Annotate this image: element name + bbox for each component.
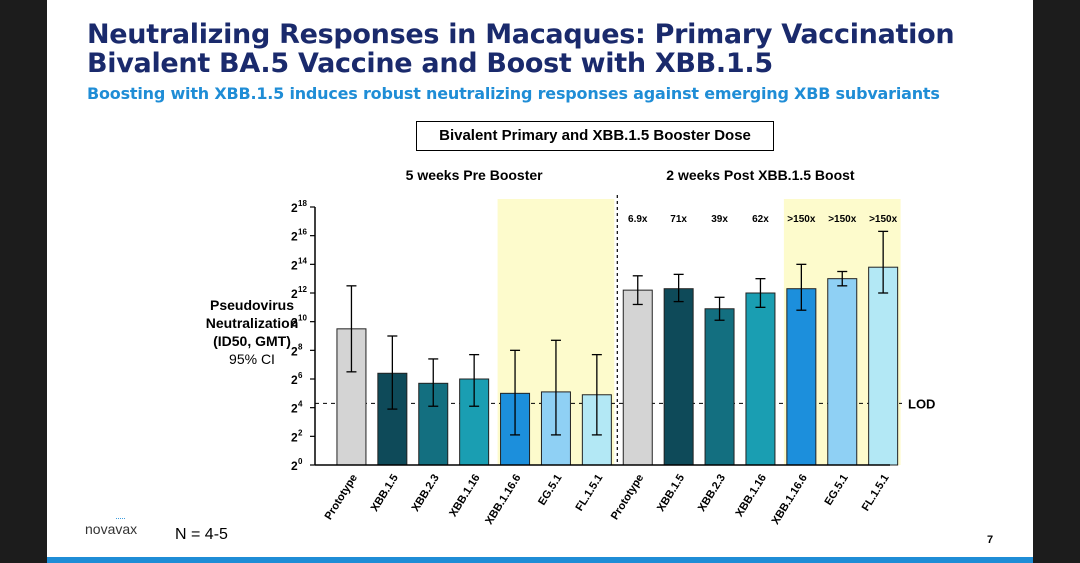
y-tick-exponent: 10: [298, 314, 307, 323]
bar: [663, 288, 694, 466]
y-tick-label: 2: [291, 402, 298, 416]
x-tick-label: XBB.1.5: [655, 472, 687, 514]
x-tick-label: XBB.2.3: [696, 472, 728, 514]
bottom-accent-bar: [47, 557, 1033, 563]
fold-change-label: 6.9x: [628, 214, 648, 225]
fold-change-label: 62x: [752, 214, 769, 225]
x-tick-label: FL.1.5.1: [860, 472, 892, 513]
bar: [622, 289, 653, 466]
bar: [786, 288, 817, 466]
x-tick-label: XBB.1.5: [369, 472, 401, 514]
x-tick-label: Prototype: [323, 472, 360, 522]
lod-label: LOD: [908, 396, 935, 411]
x-tick-label: XBB.1.16.6: [770, 472, 810, 527]
fold-change-label: 39x: [711, 214, 728, 225]
y-tick-exponent: 16: [298, 228, 307, 237]
group-label: 5 weeks Pre Booster: [406, 167, 544, 183]
y-tick-exponent: 2: [298, 428, 303, 437]
fold-change-label: 71x: [670, 214, 687, 225]
fold-change-label: >150x: [869, 214, 898, 225]
fold-change-label: >150x: [828, 214, 857, 225]
y-tick-exponent: 18: [298, 199, 307, 208]
y-tick-label: 2: [291, 258, 298, 272]
x-tick-label: Prototype: [609, 472, 646, 522]
regimen-box-label: Bivalent Primary and XBB.1.5 Booster Dos…: [416, 121, 774, 151]
x-tick-label: XBB.1.16.6: [483, 472, 523, 527]
y-tick-label: 2: [291, 316, 298, 330]
y-label-line-1: Pseudovirus: [209, 297, 295, 313]
y-tick-label: 2: [291, 230, 298, 244]
x-tick-label: XBB.2.3: [410, 472, 442, 514]
bar: [868, 266, 899, 466]
x-tick-label: FL.1.5.1: [574, 472, 606, 513]
y-tick-label: 2: [291, 201, 298, 215]
title-line-1: Neutralizing Responses in Macaques: Prim…: [87, 19, 955, 50]
y-label-line-2: Neutralization: [205, 315, 299, 331]
y-tick-label: 2: [291, 287, 298, 301]
y-tick-exponent: 4: [298, 400, 303, 409]
logo-dots: ·····: [115, 513, 126, 523]
slide: Neutralizing Responses in Macaques: Prim…: [47, 0, 1033, 563]
y-tick-label: 2: [291, 373, 298, 387]
x-tick-label: EG.5.1: [822, 472, 850, 507]
y-label-ci: 95% CI: [229, 351, 275, 367]
bar: [827, 278, 858, 466]
y-tick-exponent: 6: [298, 371, 303, 380]
fold-change-label: >150x: [787, 214, 816, 225]
bar: [704, 308, 735, 466]
subtitle: Boosting with XBB.1.5 induces robust neu…: [87, 84, 940, 103]
y-tick-exponent: 14: [298, 256, 307, 265]
x-tick-label: XBB.1.16: [447, 472, 482, 519]
bar: [418, 382, 449, 466]
y-tick-exponent: 12: [298, 285, 307, 294]
bar-chart: 5 weeks Pre Booster 2 weeks Post XBB.1.5 …: [291, 167, 935, 527]
y-tick-label: 2: [291, 344, 298, 358]
y-axis-label: Pseudovirus Neutralization (ID50, GMT) 9…: [167, 296, 337, 368]
page-number: 7: [987, 534, 994, 546]
y-tick-exponent: 0: [298, 457, 303, 466]
y-label-line-3: (ID50, GMT): [213, 333, 291, 349]
group-label: 2 weeks Post XBB.1.5 Boost: [666, 167, 855, 183]
y-tick-exponent: 8: [298, 342, 303, 351]
bar: [745, 292, 776, 466]
x-tick-label: XBB.1.16: [734, 472, 769, 519]
sample-size-note: N = 4-5: [175, 526, 228, 543]
title-line-2: Bivalent BA.5 Vaccine and Boost with XBB…: [87, 48, 773, 79]
y-tick-label: 2: [291, 459, 298, 473]
y-tick-label: 2: [291, 430, 298, 444]
x-tick-label: EG.5.1: [536, 472, 564, 507]
page-title: Neutralizing Responses in Macaques: Prim…: [87, 19, 955, 79]
novavax-logo: novavax: [85, 521, 138, 537]
